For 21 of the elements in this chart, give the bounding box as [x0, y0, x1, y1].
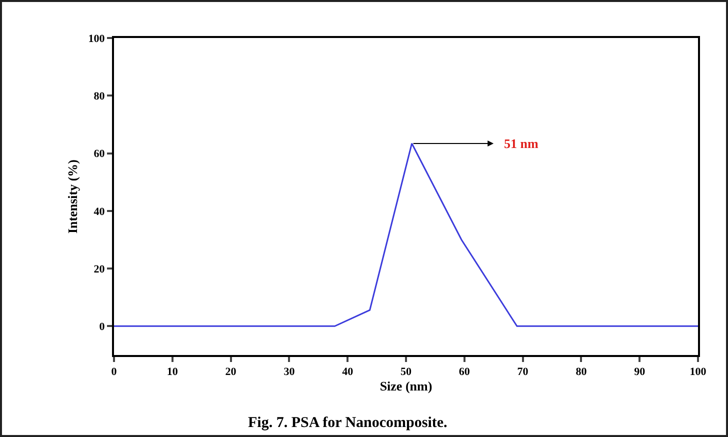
y-axis-title: Intensity (%) — [65, 159, 80, 234]
x-tick-label: 0 — [111, 366, 118, 378]
x-tick-label: 70 — [517, 366, 529, 378]
y-tick-label: 0 — [99, 321, 106, 334]
x-tick-label: 30 — [284, 366, 296, 378]
x-tick-label: 20 — [225, 366, 237, 378]
y-tick-label: 100 — [88, 32, 106, 45]
x-axis-title: Size (nm) — [380, 378, 432, 394]
annotation: 51 nm — [504, 136, 538, 151]
caption: Fig. 7. PSA for Nanocomposite. — [248, 415, 448, 431]
x-tick-label: 90 — [634, 366, 646, 378]
x-tick-label: 100 — [690, 366, 707, 378]
x-tick-label: 80 — [576, 366, 588, 378]
x-tick-label: 40 — [342, 366, 354, 378]
y-tick-label: 20 — [94, 263, 106, 276]
x-tick-label: 10 — [166, 366, 178, 378]
x-tick-label: 50 — [400, 366, 412, 378]
y-tick-label: 40 — [94, 206, 106, 218]
x-tick-label: 60 — [458, 366, 470, 378]
y-tick-label: 60 — [94, 148, 106, 160]
y-tick-label: 80 — [94, 90, 106, 102]
